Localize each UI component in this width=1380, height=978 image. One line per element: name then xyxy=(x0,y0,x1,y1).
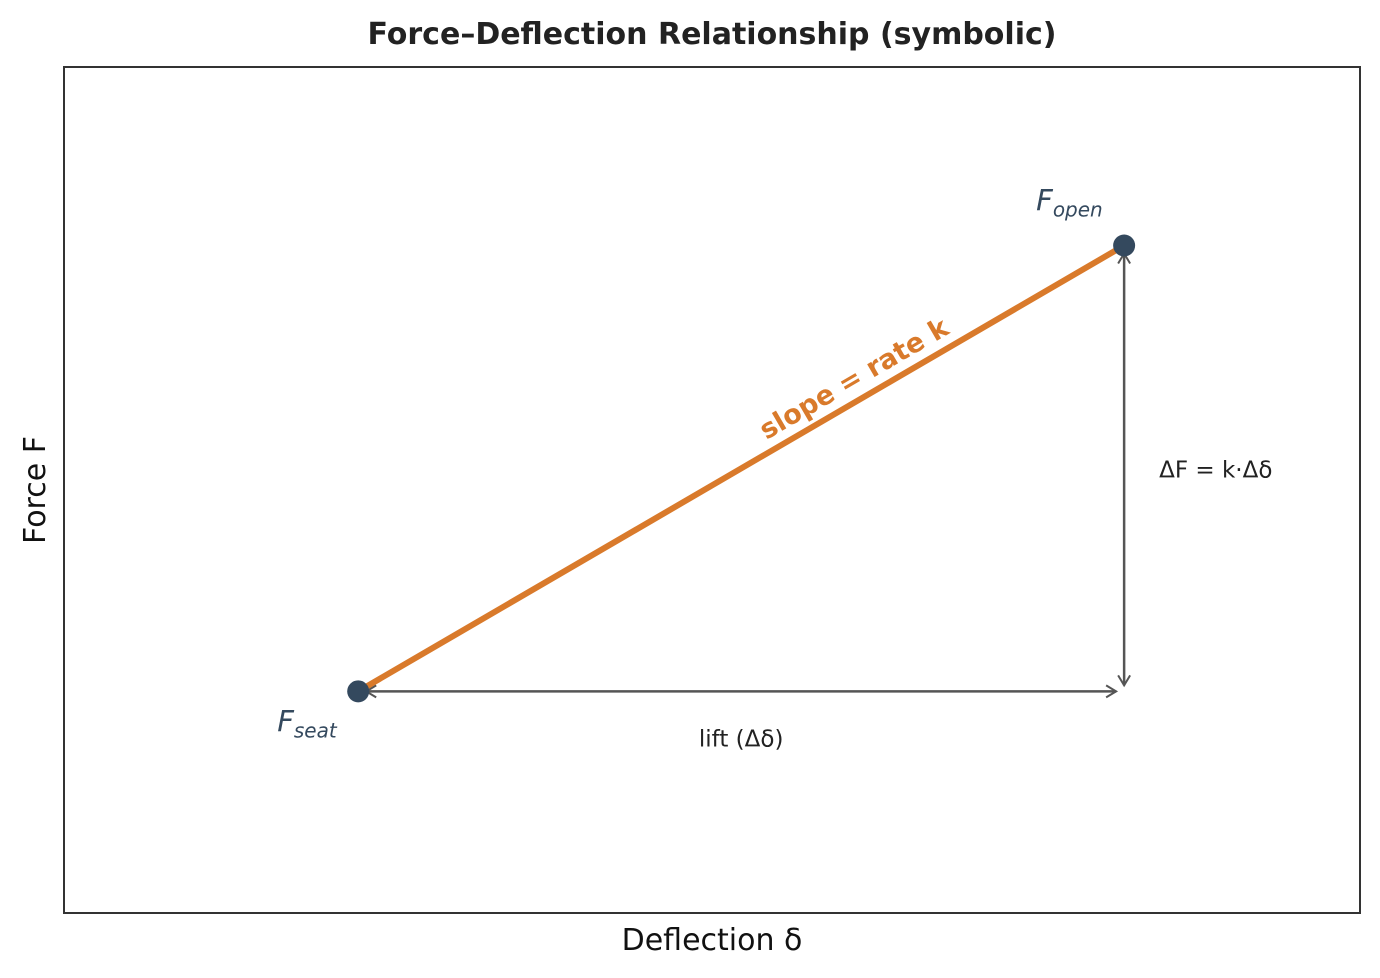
point-label-seat: Fseat xyxy=(277,704,338,742)
point-seat xyxy=(347,680,370,703)
x-axis-label: Deflection δ xyxy=(622,923,803,958)
point-open xyxy=(1113,234,1136,257)
point-label-open: Fopen xyxy=(1036,184,1103,222)
plot-frame xyxy=(63,66,1361,914)
delta-f-label: ΔF = k·Δδ xyxy=(1159,457,1272,483)
y-axis-label: Force F xyxy=(18,436,53,544)
slope-label: slope = rate k xyxy=(754,312,955,446)
lift-label: lift (Δδ) xyxy=(699,726,784,752)
series-line xyxy=(355,242,1128,695)
chart-title: Force–Deflection Relationship (symbolic) xyxy=(368,17,1057,52)
